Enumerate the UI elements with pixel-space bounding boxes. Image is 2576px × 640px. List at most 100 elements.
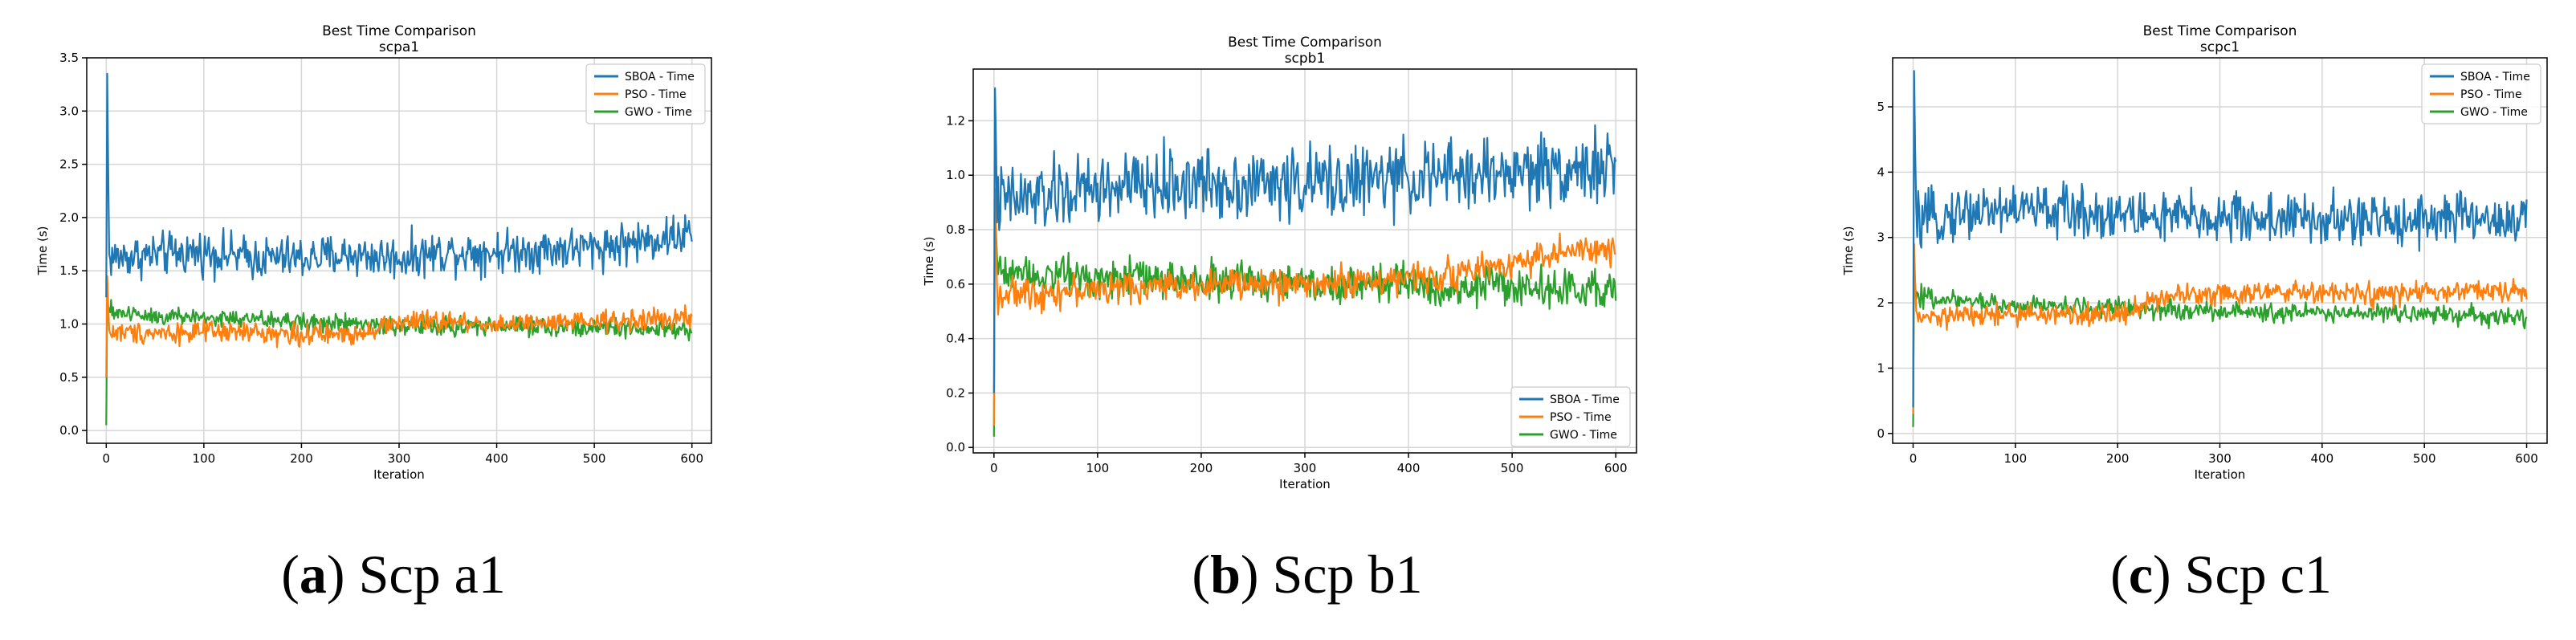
caption-b: (b) Scp b1: [1192, 543, 1422, 606]
y-axis-label: Time (s): [922, 237, 936, 287]
y-tick-label: 1.2: [946, 113, 965, 128]
chart-subtitle: scpb1: [1285, 51, 1326, 67]
x-tick-label: 400: [1397, 461, 1420, 475]
x-tick-label: 0: [1910, 451, 1918, 466]
x-tick-label: 200: [2106, 451, 2130, 466]
caption-open: (: [2110, 544, 2129, 605]
legend-box: [2421, 63, 2541, 124]
legend-label-gwo: GWO - Time: [625, 106, 692, 119]
x-axis-label: Iteration: [2195, 467, 2246, 482]
x-tick-label: 300: [1294, 461, 1317, 475]
y-axis-label: Time (s): [35, 226, 50, 276]
legend-label-gwo: GWO - Time: [1550, 429, 1617, 442]
series-line-pso: [1912, 243, 2528, 414]
chart-title: Best Time Comparison: [322, 23, 476, 39]
y-tick-label: 2: [1877, 296, 1885, 310]
x-tick-label: 300: [388, 451, 411, 466]
y-tick-label: 3.0: [59, 104, 79, 118]
y-tick-label: 4: [1877, 165, 1885, 179]
legend-label-pso: PSO - Time: [2460, 88, 2522, 101]
plot-area: [105, 72, 693, 426]
x-tick-label: 300: [2208, 451, 2232, 466]
x-tick-label: 100: [1086, 461, 1110, 475]
legend: SBOA - Time PSO - Time GWO - Time: [2421, 63, 2541, 124]
x-tick-label: 600: [680, 451, 703, 466]
caption-letter: b: [1210, 544, 1241, 605]
series-line-sboa: [105, 72, 693, 298]
y-tick-label: 1.5: [59, 263, 79, 278]
caption-text: Scp a1: [344, 544, 506, 605]
x-tick-label: 200: [290, 451, 313, 466]
caption-close: ): [1240, 544, 1259, 605]
x-tick-label: 500: [583, 451, 606, 466]
caption-open: (: [1192, 544, 1211, 605]
plot-area: [992, 87, 1617, 437]
legend-box: [585, 63, 706, 124]
caption-close: ): [326, 544, 345, 605]
y-tick-label: 1.0: [946, 168, 965, 182]
y-tick-label: 0: [1877, 426, 1885, 441]
y-tick-label: 0.6: [946, 277, 965, 291]
chart-subtitle: scpa1: [379, 39, 419, 55]
caption-text: Scp c1: [2170, 544, 2332, 605]
y-tick-label: 0.4: [946, 332, 965, 346]
y-tick-label: 2.0: [59, 210, 79, 225]
y-tick-label: 0.2: [946, 385, 965, 400]
y-tick-label: 1.0: [59, 316, 79, 331]
y-tick-label: 0.0: [59, 423, 79, 438]
legend-label-pso: PSO - Time: [1550, 411, 1612, 424]
caption-letter: a: [299, 544, 327, 605]
legend-label-gwo: GWO - Time: [2460, 106, 2528, 119]
y-tick-label: 1: [1877, 361, 1885, 375]
y-tick-label: 0.0: [946, 440, 965, 455]
legend: SBOA - Time PSO - Time GWO - Time: [585, 63, 706, 124]
plot-frame: [1892, 57, 2548, 444]
x-tick-label: 100: [193, 451, 216, 466]
x-tick-label: 500: [1501, 461, 1524, 475]
legend-label-sboa: SBOA - Time: [1550, 393, 1620, 406]
series-line-gwo: [1912, 269, 2528, 427]
x-tick-label: 500: [2413, 451, 2436, 466]
y-axis-label: Time (s): [1841, 226, 1856, 276]
plot-frame: [972, 68, 1637, 454]
x-axis-label: Iteration: [373, 467, 425, 482]
x-tick-label: 400: [2311, 451, 2334, 466]
legend-label-sboa: SBOA - Time: [2460, 71, 2530, 84]
plot-frame: [86, 57, 712, 444]
legend-label-sboa: SBOA - Time: [625, 71, 695, 84]
legend-box: [1510, 386, 1631, 447]
chart-title: Best Time Comparison: [2143, 23, 2297, 39]
x-tick-label: 100: [2003, 451, 2027, 466]
legend-label-pso: PSO - Time: [625, 88, 687, 101]
series-line-sboa: [992, 87, 1617, 393]
x-tick-label: 200: [1190, 461, 1213, 475]
y-tick-label: 0.5: [59, 370, 79, 385]
caption-text: Scp b1: [1258, 544, 1423, 605]
y-tick-label: 0.8: [946, 222, 965, 237]
caption-close: ): [2153, 544, 2171, 605]
caption-open: (: [281, 544, 300, 605]
x-tick-label: 400: [485, 451, 508, 466]
plot-area: [1912, 70, 2528, 427]
y-tick-label: 3: [1877, 230, 1885, 245]
series-line-pso: [992, 188, 1616, 426]
y-tick-label: 3.5: [59, 51, 79, 65]
chart-subtitle: scpc1: [2200, 39, 2240, 55]
legend: SBOA - Time PSO - Time GWO - Time: [1510, 386, 1631, 447]
x-axis-label: Iteration: [1279, 477, 1331, 491]
caption-letter: c: [2128, 544, 2153, 605]
series-line-sboa: [1912, 70, 2528, 408]
x-tick-label: 600: [2515, 451, 2538, 466]
chart-title: Best Time Comparison: [1228, 35, 1382, 51]
caption-a: (a) Scp a1: [281, 543, 506, 606]
x-tick-label: 600: [1604, 461, 1628, 475]
y-tick-label: 5: [1877, 100, 1885, 114]
y-tick-label: 2.5: [59, 157, 79, 172]
caption-c: (c) Scp c1: [2110, 543, 2332, 606]
x-tick-label: 0: [990, 461, 998, 475]
series-line-pso: [105, 275, 693, 377]
